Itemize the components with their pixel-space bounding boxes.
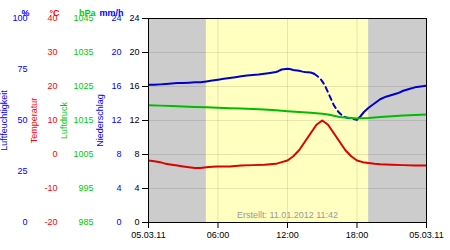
svg-text:hPa: hPa xyxy=(79,8,97,18)
svg-text:50: 50 xyxy=(17,115,27,125)
svg-text:Luftdruck: Luftdruck xyxy=(59,101,69,139)
svg-text:985: 985 xyxy=(78,217,93,227)
svg-text:20: 20 xyxy=(111,47,121,57)
svg-text:24: 24 xyxy=(111,13,122,24)
svg-text:12: 12 xyxy=(111,115,121,125)
svg-text:mm/h: mm/h xyxy=(99,8,123,18)
svg-text:-20: -20 xyxy=(44,217,57,227)
svg-text:100: 100 xyxy=(12,13,28,24)
svg-text:8: 8 xyxy=(116,149,121,159)
svg-text:°C: °C xyxy=(49,8,60,18)
svg-text:4: 4 xyxy=(134,183,139,193)
svg-text:1025: 1025 xyxy=(73,81,93,91)
svg-text:1035: 1035 xyxy=(73,47,93,57)
svg-text:18:00: 18:00 xyxy=(346,230,369,240)
svg-text:-10: -10 xyxy=(44,183,57,193)
svg-text:06:00: 06:00 xyxy=(207,230,230,240)
svg-text:16: 16 xyxy=(111,81,121,91)
svg-text:%: % xyxy=(21,8,29,18)
svg-text:Erstellt: 11.01.2012 11:42: Erstellt: 11.01.2012 11:42 xyxy=(237,210,338,220)
svg-text:Temperatur: Temperatur xyxy=(29,98,39,144)
svg-text:1045: 1045 xyxy=(73,13,94,24)
svg-text:30: 30 xyxy=(47,47,57,57)
svg-text:25: 25 xyxy=(17,166,27,176)
svg-text:16: 16 xyxy=(129,81,139,91)
svg-text:0: 0 xyxy=(52,149,57,159)
svg-text:05.03.11: 05.03.11 xyxy=(131,230,165,240)
svg-text:Luftfeuchtigkeit: Luftfeuchtigkeit xyxy=(0,90,9,151)
svg-text:0: 0 xyxy=(116,217,121,227)
svg-text:20: 20 xyxy=(129,47,139,57)
svg-text:12: 12 xyxy=(129,115,139,125)
svg-text:1015: 1015 xyxy=(73,115,93,125)
svg-text:10: 10 xyxy=(47,115,57,125)
svg-text:995: 995 xyxy=(78,183,93,193)
svg-text:24: 24 xyxy=(129,13,139,23)
svg-text:20: 20 xyxy=(47,81,57,91)
svg-text:05.03.11: 05.03.11 xyxy=(409,230,443,240)
svg-text:0: 0 xyxy=(134,217,139,227)
svg-text:4: 4 xyxy=(116,183,121,193)
svg-text:0: 0 xyxy=(22,217,27,227)
svg-text:8: 8 xyxy=(134,149,139,159)
svg-text:75: 75 xyxy=(17,64,27,74)
svg-text:Niederschlag: Niederschlag xyxy=(95,94,105,147)
svg-text:1005: 1005 xyxy=(73,149,93,159)
svg-text:12:00: 12:00 xyxy=(276,230,299,240)
svg-text:40: 40 xyxy=(47,13,58,24)
